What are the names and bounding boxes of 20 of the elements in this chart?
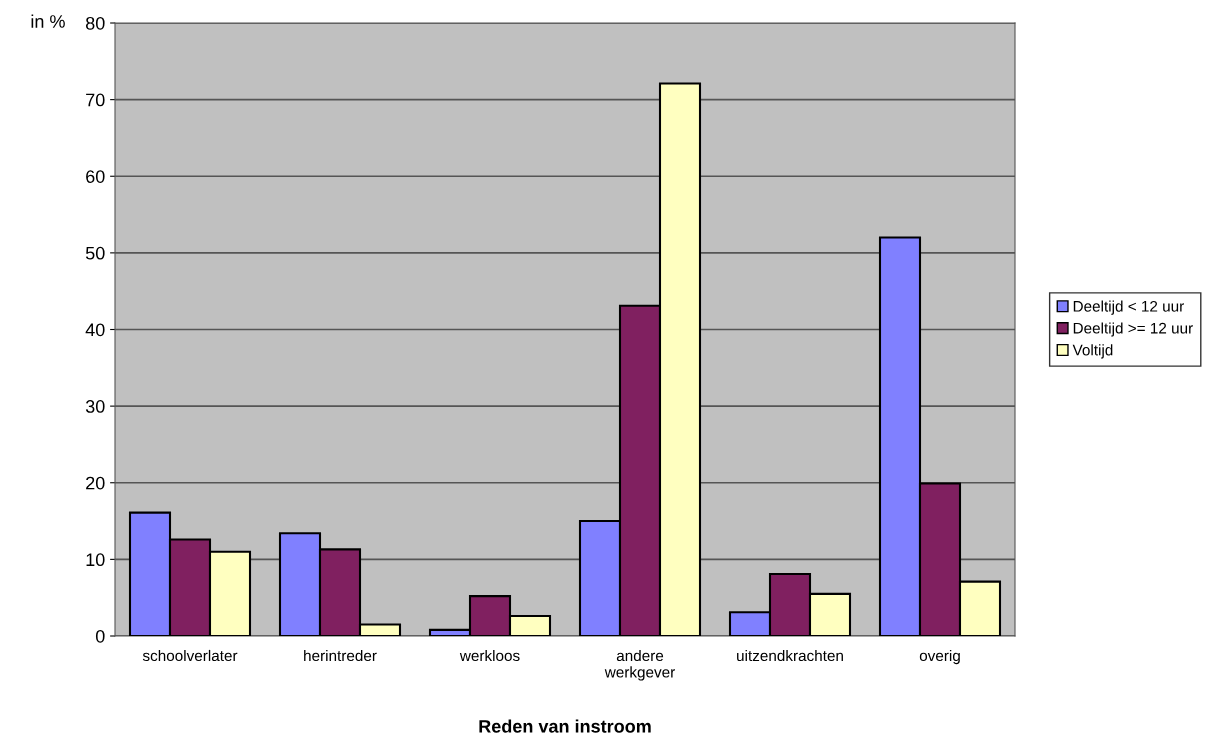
y-tick-label: 0 bbox=[95, 629, 105, 643]
legend-label: Deeltijd < 12 uur bbox=[1073, 300, 1184, 315]
x-tick-label: herintreder bbox=[304, 649, 377, 662]
x-axis-title: Reden van instroom bbox=[479, 719, 651, 733]
y-tick-label: 80 bbox=[85, 16, 105, 30]
x-tick-label: schoolverlater bbox=[142, 649, 238, 662]
y-tick-label: 60 bbox=[86, 170, 105, 183]
y-tick-label: 40 bbox=[85, 323, 105, 337]
x-tick-label: uitzendkrachten bbox=[737, 649, 843, 662]
y-tick-label: 70 bbox=[86, 93, 105, 107]
y-axis-title: in % bbox=[31, 14, 65, 28]
y-tick-label: 50 bbox=[85, 246, 105, 260]
y-tick-label: 30 bbox=[85, 400, 105, 413]
x-tick-label: overig bbox=[919, 649, 960, 665]
y-tick-label: 10 bbox=[86, 553, 105, 567]
x-tick-label: andere werkgever bbox=[604, 649, 675, 681]
x-tick-label: werkloos bbox=[459, 649, 520, 662]
legend-label: Voltijd bbox=[1072, 344, 1113, 359]
y-tick-label: 20 bbox=[86, 476, 105, 490]
legend-label: Deeltijd >= 12 uur bbox=[1073, 322, 1193, 337]
